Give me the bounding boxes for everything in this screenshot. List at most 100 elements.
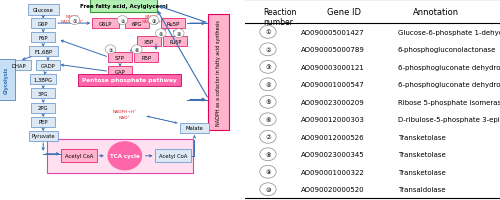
FancyBboxPatch shape bbox=[90, 0, 156, 13]
Text: R5P: R5P bbox=[142, 56, 152, 60]
Text: TCA cycle: TCA cycle bbox=[110, 154, 140, 158]
Text: NADPH+H⁺: NADPH+H⁺ bbox=[112, 109, 137, 113]
FancyBboxPatch shape bbox=[31, 33, 55, 43]
Circle shape bbox=[132, 46, 142, 54]
Text: AO090023000209: AO090023000209 bbox=[301, 99, 365, 105]
Text: AO090001000547: AO090001000547 bbox=[301, 82, 365, 88]
Text: AO090020000520: AO090020000520 bbox=[301, 186, 364, 192]
Text: ⑥: ⑥ bbox=[134, 48, 139, 52]
Text: 3PG: 3PG bbox=[38, 92, 48, 96]
FancyBboxPatch shape bbox=[161, 19, 185, 29]
Text: 6PG: 6PG bbox=[132, 22, 142, 26]
Text: number: number bbox=[263, 18, 292, 27]
FancyBboxPatch shape bbox=[29, 131, 58, 141]
FancyBboxPatch shape bbox=[163, 37, 187, 47]
FancyBboxPatch shape bbox=[31, 117, 55, 127]
Text: NADPH+H⁺: NADPH+H⁺ bbox=[60, 19, 84, 23]
FancyBboxPatch shape bbox=[180, 123, 209, 133]
FancyBboxPatch shape bbox=[108, 67, 132, 77]
Text: ②: ② bbox=[120, 19, 124, 23]
Text: ④: ④ bbox=[176, 32, 181, 36]
Text: G6LP: G6LP bbox=[99, 22, 112, 26]
FancyBboxPatch shape bbox=[29, 47, 58, 57]
Text: NADPH as a cofactor in fatty acid synthesis: NADPH as a cofactor in fatty acid synthe… bbox=[216, 20, 221, 126]
Text: Transketolase: Transketolase bbox=[398, 169, 446, 175]
Text: NADP⁺: NADP⁺ bbox=[65, 15, 79, 19]
Circle shape bbox=[260, 78, 276, 91]
Text: Free fatty acid, Acylglycerol: Free fatty acid, Acylglycerol bbox=[80, 4, 168, 9]
Circle shape bbox=[108, 142, 142, 170]
Text: ①: ① bbox=[72, 19, 76, 23]
Circle shape bbox=[260, 113, 276, 126]
Text: Pentose phosphate pathway: Pentose phosphate pathway bbox=[82, 78, 177, 83]
Text: GADP: GADP bbox=[40, 64, 56, 68]
Circle shape bbox=[69, 17, 80, 25]
Text: S7P: S7P bbox=[115, 56, 125, 60]
Text: 6-phosphogluconate dehydrogenase: 6-phosphogluconate dehydrogenase bbox=[398, 65, 500, 70]
Text: 2PG: 2PG bbox=[38, 106, 48, 110]
Text: ⑨: ⑨ bbox=[265, 169, 271, 174]
Text: 1,3BPG: 1,3BPG bbox=[34, 78, 52, 82]
Text: PEP: PEP bbox=[38, 120, 48, 124]
Text: ③: ③ bbox=[152, 19, 156, 23]
FancyBboxPatch shape bbox=[31, 19, 55, 29]
Text: Glycolysis: Glycolysis bbox=[4, 67, 8, 93]
Text: NAD⁺: NAD⁺ bbox=[119, 115, 130, 119]
Text: ②: ② bbox=[265, 48, 271, 53]
Text: ⑧: ⑧ bbox=[265, 152, 271, 157]
Circle shape bbox=[156, 30, 166, 38]
Text: Ru5P: Ru5P bbox=[169, 40, 181, 44]
Text: ⑤: ⑤ bbox=[265, 100, 271, 105]
Text: Ru5P: Ru5P bbox=[166, 22, 179, 26]
Circle shape bbox=[148, 17, 159, 25]
Text: NADP⁺: NADP⁺ bbox=[144, 15, 158, 19]
FancyBboxPatch shape bbox=[47, 139, 193, 173]
Circle shape bbox=[260, 148, 276, 161]
Circle shape bbox=[260, 183, 276, 196]
Circle shape bbox=[260, 165, 276, 178]
Circle shape bbox=[260, 61, 276, 74]
Text: ③: ③ bbox=[265, 65, 271, 70]
Text: 6-phosphogluconolactonase: 6-phosphogluconolactonase bbox=[398, 47, 496, 53]
FancyBboxPatch shape bbox=[155, 150, 191, 162]
Text: Reaction: Reaction bbox=[263, 8, 296, 17]
FancyBboxPatch shape bbox=[208, 15, 229, 131]
FancyBboxPatch shape bbox=[28, 4, 59, 15]
Text: Glucose: Glucose bbox=[33, 8, 54, 12]
Text: DHAP: DHAP bbox=[12, 64, 26, 68]
FancyBboxPatch shape bbox=[92, 19, 119, 29]
Text: X5P: X5P bbox=[144, 40, 154, 44]
Text: AO090012000526: AO090012000526 bbox=[301, 134, 364, 140]
Text: AO090001000322: AO090001000322 bbox=[301, 169, 365, 175]
Text: Ribose 5-phosphate isomerase: Ribose 5-phosphate isomerase bbox=[398, 99, 500, 105]
Text: ⑩: ⑩ bbox=[265, 187, 271, 192]
Text: D-ribulose-5-phosphate 3-epimerase: D-ribulose-5-phosphate 3-epimerase bbox=[398, 117, 500, 123]
Text: AO090023000345: AO090023000345 bbox=[301, 152, 364, 157]
Text: Annotation: Annotation bbox=[414, 8, 460, 17]
FancyBboxPatch shape bbox=[137, 37, 161, 47]
FancyBboxPatch shape bbox=[31, 103, 55, 113]
Circle shape bbox=[117, 17, 128, 25]
FancyBboxPatch shape bbox=[134, 53, 158, 63]
Text: ⑦: ⑦ bbox=[265, 135, 271, 140]
Text: Pyruvate: Pyruvate bbox=[32, 134, 55, 138]
Text: Gene ID: Gene ID bbox=[326, 8, 360, 17]
Text: GAP: GAP bbox=[114, 70, 126, 74]
Text: Acetyl CoA: Acetyl CoA bbox=[158, 154, 187, 158]
Text: F6P: F6P bbox=[38, 36, 48, 40]
FancyBboxPatch shape bbox=[31, 89, 55, 99]
Circle shape bbox=[260, 44, 276, 56]
Text: ⑥: ⑥ bbox=[265, 117, 271, 122]
Circle shape bbox=[260, 131, 276, 144]
Text: ⑤: ⑤ bbox=[158, 32, 163, 36]
FancyBboxPatch shape bbox=[0, 59, 15, 101]
Circle shape bbox=[174, 30, 184, 38]
FancyBboxPatch shape bbox=[30, 75, 56, 85]
Text: ④: ④ bbox=[265, 82, 271, 87]
FancyBboxPatch shape bbox=[125, 19, 149, 29]
Text: F1,6BP: F1,6BP bbox=[34, 50, 52, 54]
Text: NADPH+H⁺: NADPH+H⁺ bbox=[142, 19, 165, 23]
Text: Transaldolase: Transaldolase bbox=[398, 186, 446, 192]
Circle shape bbox=[260, 26, 276, 39]
Text: AO090012000303: AO090012000303 bbox=[301, 117, 365, 123]
